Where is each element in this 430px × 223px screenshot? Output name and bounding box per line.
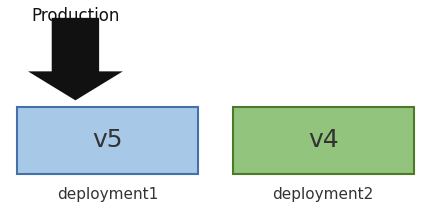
Text: Production: Production bbox=[31, 7, 120, 25]
Text: deployment1: deployment1 bbox=[57, 187, 158, 202]
FancyBboxPatch shape bbox=[232, 107, 413, 174]
Text: deployment2: deployment2 bbox=[272, 187, 373, 202]
Text: v5: v5 bbox=[92, 128, 123, 153]
Polygon shape bbox=[28, 18, 123, 100]
Text: v4: v4 bbox=[307, 128, 338, 153]
FancyBboxPatch shape bbox=[17, 107, 198, 174]
